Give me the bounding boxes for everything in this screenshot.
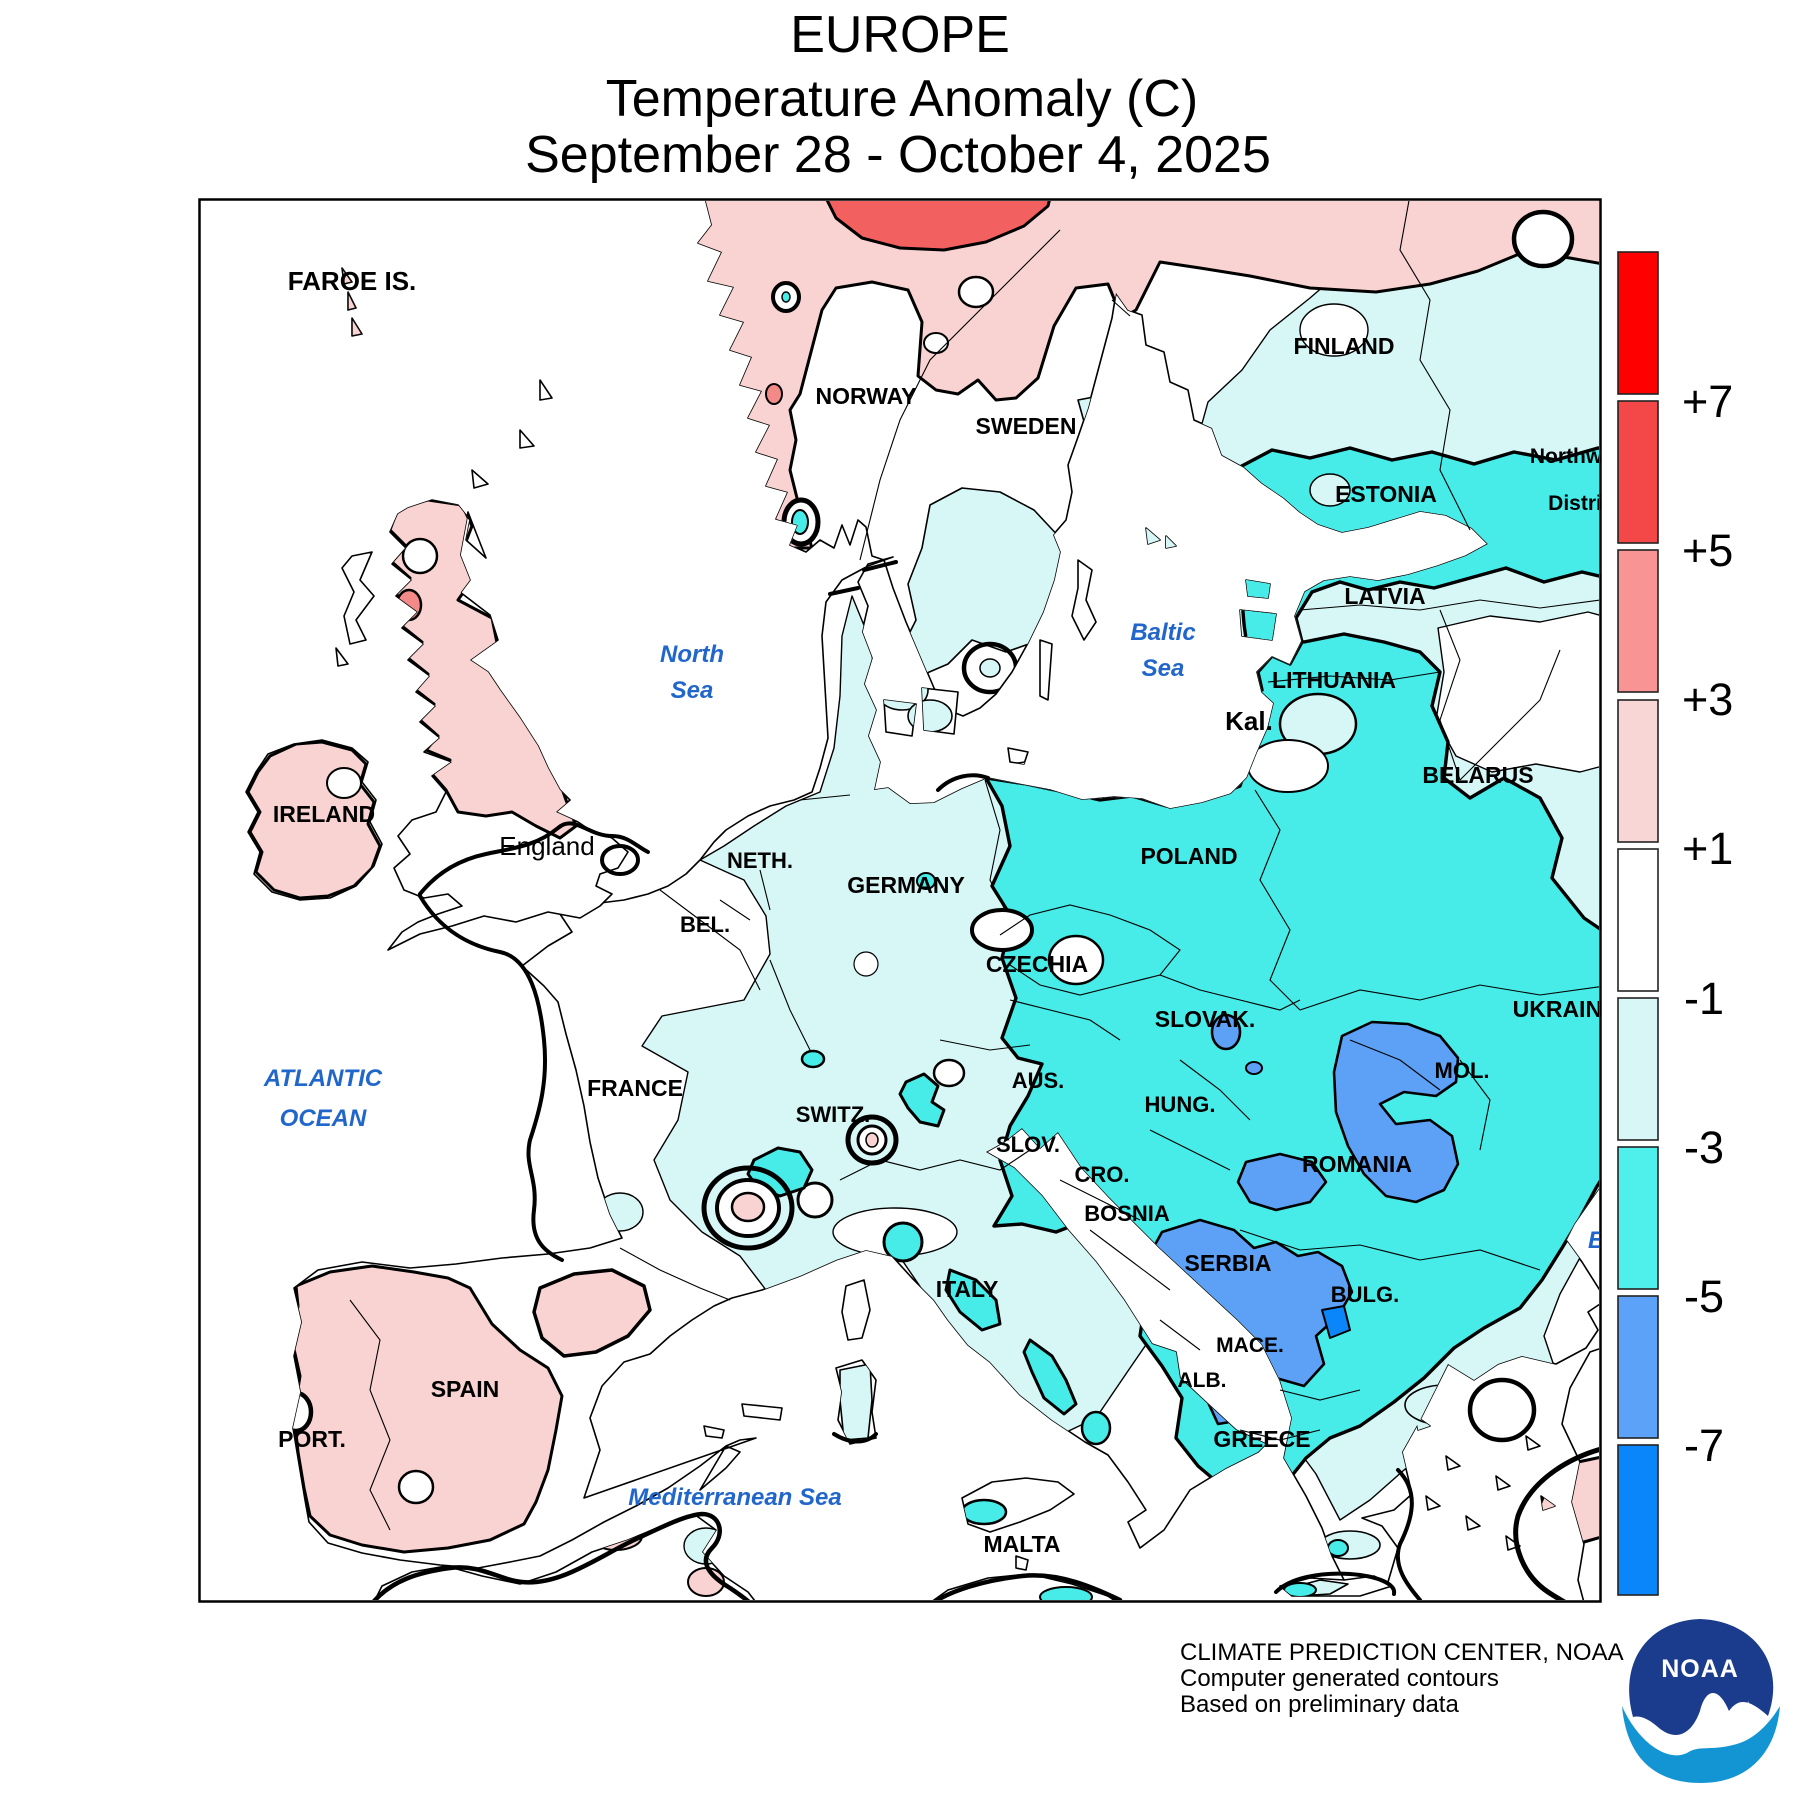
svg-text:-3: -3 [1684, 1122, 1724, 1173]
svg-text:SLOV.: SLOV. [996, 1132, 1060, 1157]
svg-text:SERBIA: SERBIA [1185, 1250, 1272, 1276]
svg-text:FRANCE: FRANCE [587, 1075, 683, 1101]
svg-text:MALTA: MALTA [983, 1531, 1060, 1557]
svg-text:MACE.: MACE. [1216, 1334, 1284, 1357]
svg-text:Bl: Bl [1588, 1227, 1613, 1254]
svg-text:LITHUANIA: LITHUANIA [1272, 667, 1396, 693]
svg-text:Sea: Sea [1142, 655, 1185, 682]
svg-text:Computer generated contours: Computer generated contours [1180, 1665, 1499, 1692]
svg-text:FINLAND: FINLAND [1294, 333, 1395, 359]
svg-text:POLAND: POLAND [1140, 843, 1237, 869]
svg-text:+3: +3 [1682, 674, 1733, 725]
svg-text:AUS.: AUS. [1012, 1068, 1065, 1093]
svg-text:ATLANTIC: ATLANTIC [263, 1065, 383, 1092]
svg-text:ITALY: ITALY [936, 1276, 999, 1302]
svg-text:FAROE IS.: FAROE IS. [288, 266, 417, 296]
svg-text:EUROPE: EUROPE [790, 6, 1010, 64]
svg-text:Based on preliminary data: Based on preliminary data [1180, 1691, 1459, 1718]
svg-text:NETH.: NETH. [727, 848, 793, 873]
svg-text:CRO.: CRO. [1075, 1162, 1130, 1187]
svg-text:SLOVAK.: SLOVAK. [1155, 1006, 1256, 1032]
svg-text:Distri: Distri [1548, 492, 1602, 515]
svg-text:GERMANY: GERMANY [847, 872, 965, 898]
svg-text:ESTONIA: ESTONIA [1335, 481, 1437, 507]
svg-text:SWEDEN: SWEDEN [976, 413, 1077, 439]
svg-text:OCEAN: OCEAN [280, 1105, 367, 1132]
svg-text:Kal.: Kal. [1225, 706, 1273, 736]
svg-text:+1: +1 [1682, 823, 1733, 874]
svg-text:September 28 - October 4, 2025: September 28 - October 4, 2025 [525, 126, 1271, 184]
svg-text:NORWAY: NORWAY [816, 383, 917, 409]
svg-text:BOSNIA: BOSNIA [1084, 1201, 1170, 1226]
svg-text:ROMANIA: ROMANIA [1302, 1151, 1412, 1177]
svg-text:ALB.: ALB. [1178, 1369, 1227, 1392]
svg-text:-1: -1 [1684, 973, 1724, 1024]
svg-text:-7: -7 [1684, 1420, 1724, 1471]
svg-text:MOL.: MOL. [1435, 1058, 1490, 1083]
svg-text:UKRAINE: UKRAINE [1513, 996, 1618, 1022]
svg-text:HUNG.: HUNG. [1145, 1092, 1216, 1117]
svg-text:CLIMATE PREDICTION CENTER, NOA: CLIMATE PREDICTION CENTER, NOAA [1180, 1639, 1624, 1666]
svg-text:SPAIN: SPAIN [431, 1376, 500, 1402]
svg-text:BELARUS: BELARUS [1422, 762, 1533, 788]
svg-text:North: North [660, 641, 724, 668]
svg-text:BEL.: BEL. [680, 912, 730, 937]
svg-text:England: England [499, 831, 594, 861]
svg-text:CZECHIA: CZECHIA [986, 951, 1088, 977]
svg-text:Northw: Northw [1530, 445, 1603, 468]
svg-text:IRELAND: IRELAND [273, 801, 375, 827]
svg-text:LATVIA: LATVIA [1344, 583, 1425, 609]
svg-text:Baltic: Baltic [1130, 619, 1195, 646]
svg-text:Sea: Sea [671, 677, 714, 704]
svg-text:-5: -5 [1684, 1271, 1724, 1322]
svg-text:+7: +7 [1682, 376, 1733, 427]
svg-text:BULG.: BULG. [1331, 1282, 1399, 1307]
svg-text:GREECE: GREECE [1213, 1426, 1310, 1452]
svg-text:+5: +5 [1682, 525, 1733, 576]
svg-text:NOAA: NOAA [1661, 1655, 1739, 1683]
svg-text:Mediterranean Sea: Mediterranean Sea [628, 1484, 841, 1511]
svg-text:PORT.: PORT. [278, 1426, 346, 1452]
svg-text:SWITZ.: SWITZ. [796, 1102, 871, 1127]
svg-text:Temperature Anomaly (C): Temperature Anomaly (C) [606, 70, 1198, 128]
